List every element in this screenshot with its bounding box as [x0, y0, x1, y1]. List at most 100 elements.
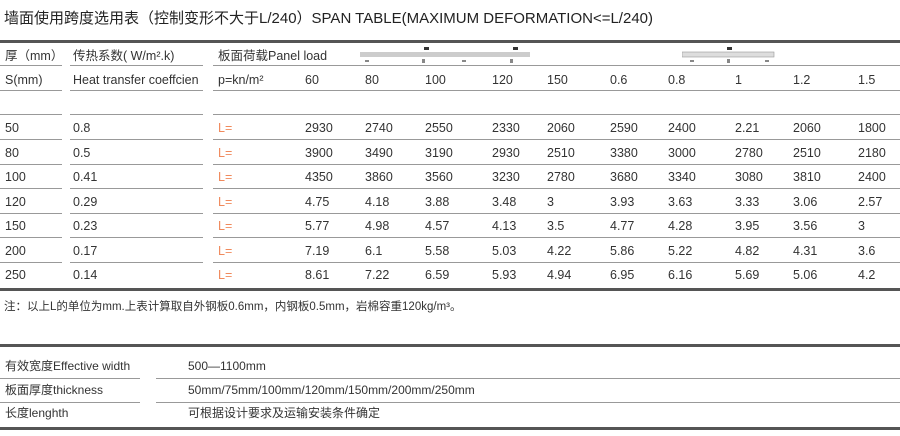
thickness-cell: 50 [5, 121, 19, 135]
thickness-cell: 100 [5, 170, 26, 184]
coeff-cell: 0.8 [73, 121, 91, 135]
span-value: 3080 [735, 170, 763, 184]
header-load-value: 1.2 [793, 73, 811, 87]
row-divider [70, 65, 203, 66]
span-value: 5.86 [610, 243, 635, 258]
span-value: 6.95 [610, 268, 635, 282]
span-value: 2.57 [858, 194, 883, 209]
span-value: 2510 [547, 145, 575, 160]
spec-label: 长度lenghth [5, 406, 69, 420]
header-thickness-en: S(mm) [5, 73, 43, 87]
span-value: 4.77 [610, 219, 635, 233]
span-value: 3.48 [492, 194, 517, 209]
span-value: 3.5 [547, 219, 565, 233]
span-value: 5.93 [492, 268, 517, 282]
span-value: 4.22 [547, 243, 572, 258]
span-value: 3000 [668, 145, 696, 160]
span-label: L= [218, 219, 233, 233]
span-value: 3680 [610, 170, 638, 184]
coeff-cell: 0.14 [73, 268, 98, 282]
span-value: 3860 [365, 170, 393, 184]
header-load-value: 0.6 [610, 73, 628, 87]
span-label: L= [218, 243, 233, 258]
spec-value: 500—1100mm [188, 359, 266, 373]
spec-value: 可根据设计要求及运输安装条件确定 [188, 406, 381, 420]
row-divider [213, 65, 900, 66]
span-label: L= [218, 170, 233, 184]
row-divider [213, 139, 900, 140]
row-divider [0, 261, 62, 263]
row-divider [0, 90, 62, 91]
row-divider [213, 237, 900, 238]
header-load-cn: 板面荷载Panel load [218, 49, 328, 63]
span-value: 3 [858, 219, 865, 233]
span-value: 1800 [858, 121, 886, 135]
divider [0, 40, 900, 43]
row-divider [0, 212, 62, 214]
row-divider [213, 261, 900, 263]
span-value: 4.57 [425, 219, 450, 233]
span-value: 5.69 [735, 268, 760, 282]
span-value: 2510 [793, 145, 821, 160]
row-divider [70, 163, 203, 165]
header-load-value: 80 [365, 73, 379, 87]
span-value: 4.94 [547, 268, 572, 282]
span-label: L= [218, 268, 233, 282]
span-value: 3230 [492, 170, 520, 184]
span-value: 2740 [365, 121, 393, 135]
row-divider [70, 261, 203, 263]
span-value: 4.13 [492, 219, 517, 233]
span-value: 2590 [610, 121, 638, 135]
header-load-en: p=kn/m² [218, 73, 264, 87]
span-value: 5.58 [425, 243, 450, 258]
page-title: 墙面使用跨度选用表（控制变形不大于L/240）SPAN TABLE(MAXIMU… [4, 10, 654, 27]
single-span-beam-diagram-icon [682, 47, 775, 63]
row-divider [70, 237, 203, 238]
row-divider [0, 378, 140, 379]
span-value: 4.2 [858, 268, 876, 282]
header-thickness-cn: 厚（mm） [5, 49, 64, 63]
span-value: 3.06 [793, 194, 818, 209]
span-value: 5.22 [668, 243, 693, 258]
row-divider [213, 90, 900, 91]
row-divider [213, 188, 900, 189]
span-value: 2930 [492, 145, 520, 160]
coeff-cell: 0.17 [73, 243, 98, 258]
spec-value: 50mm/75mm/100mm/120mm/150mm/200mm/250mm [188, 382, 475, 397]
span-label: L= [218, 194, 233, 209]
span-value: 2060 [547, 121, 575, 135]
row-divider [70, 212, 203, 214]
footnote: 注：以上L的单位为mm.上表计算取自外钢板0.6mm，内钢板0.5mm，岩棉容重… [4, 301, 462, 313]
divider [0, 288, 900, 291]
row-divider [70, 139, 203, 140]
span-value: 3380 [610, 145, 638, 160]
span-value: 3.6 [858, 243, 876, 258]
span-value: 3.56 [793, 219, 818, 233]
row-divider [0, 114, 62, 115]
thickness-cell: 250 [5, 268, 26, 282]
span-value: 2330 [492, 121, 520, 135]
span-value: 8.61 [305, 268, 330, 282]
row-divider [213, 114, 900, 115]
span-value: 4.31 [793, 243, 818, 258]
coeff-cell: 0.41 [73, 170, 98, 184]
divider [0, 427, 900, 430]
span-value: 3560 [425, 170, 453, 184]
row-divider [0, 188, 62, 189]
header-load-value: 0.8 [668, 73, 686, 87]
span-value: 4.82 [735, 243, 760, 258]
span-value: 3340 [668, 170, 696, 184]
coeff-cell: 0.5 [73, 145, 91, 160]
thickness-cell: 120 [5, 194, 26, 209]
header-load-value: 150 [547, 73, 568, 87]
span-value: 2550 [425, 121, 453, 135]
span-value: 6.1 [365, 243, 383, 258]
span-value: 5.06 [793, 268, 818, 282]
coeff-cell: 0.29 [73, 194, 98, 209]
span-value: 4.18 [365, 194, 390, 209]
row-divider [70, 90, 203, 91]
span-value: 3.95 [735, 219, 760, 233]
row-divider [213, 163, 900, 165]
row-divider [213, 212, 900, 214]
span-value: 5.03 [492, 243, 517, 258]
